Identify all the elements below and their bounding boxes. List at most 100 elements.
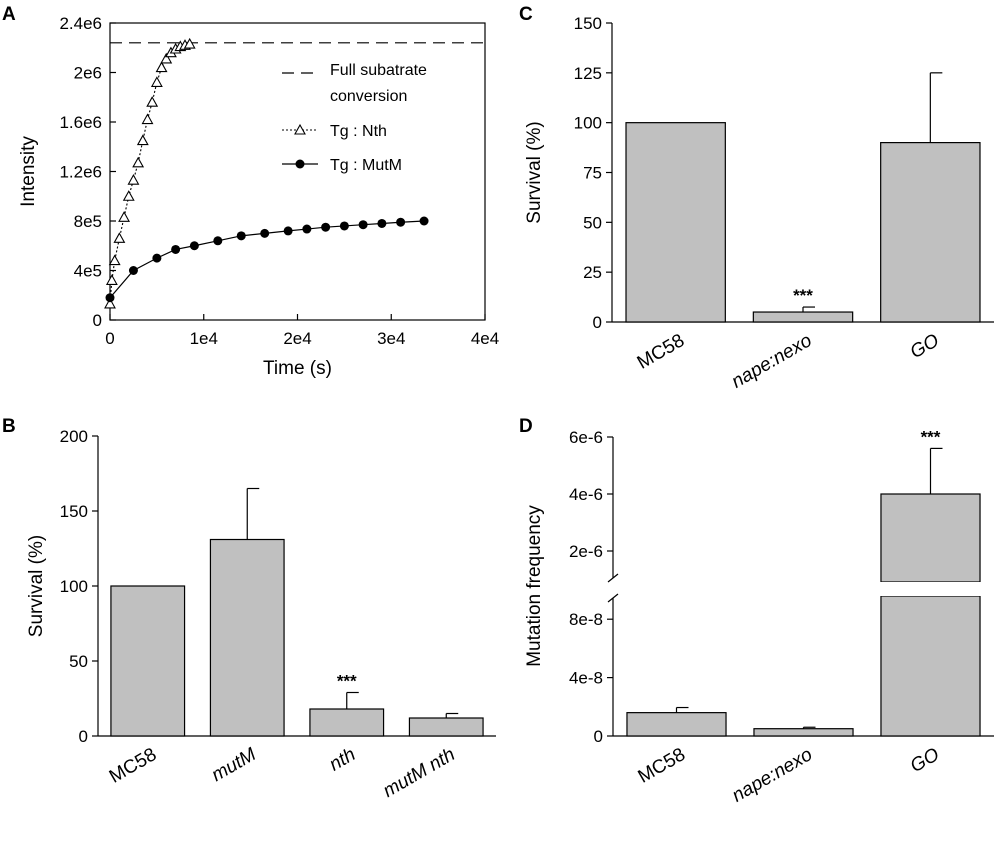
data-point-tg-nth <box>122 190 135 201</box>
data-point-tg-mutm <box>283 226 293 236</box>
data-point-tg-nth <box>183 37 196 49</box>
legend-swatch-tg-mutm-marker <box>295 159 305 169</box>
x-tick-label: 1e4 <box>190 329 218 348</box>
bar-mutm <box>209 538 285 737</box>
data-point-tg-mutm <box>128 266 138 275</box>
data-point-tg-nth <box>136 134 149 146</box>
y-tick-label: 150 <box>574 14 602 33</box>
y-tick-label: 50 <box>69 652 88 671</box>
category-label-mc58: MC58 <box>106 744 160 788</box>
panel-letter-c: C <box>519 4 533 25</box>
data-point-tg-mutm <box>105 293 115 303</box>
data-point-tg-nth <box>127 174 140 185</box>
data-point-tg-nth <box>105 274 118 285</box>
y-tick-label: 50 <box>583 213 602 232</box>
legend-label-tg-nth: Tg : Nth <box>330 123 387 140</box>
y-tick-label: 4e-8 <box>569 669 603 688</box>
y-axis-label: Intensity <box>18 136 39 207</box>
y-tick-label: 8e-8 <box>569 610 603 629</box>
bar-nape-nexo <box>752 311 854 323</box>
y-tick-label: 0 <box>79 727 88 746</box>
data-point-tg-nth <box>155 61 168 73</box>
data-point-tg-nth <box>104 297 116 309</box>
data-point-tg-mutm <box>419 216 429 226</box>
y-axis-label: Mutation frequency <box>524 505 545 667</box>
y-tick-label: 125 <box>574 64 602 83</box>
bar-mc58 <box>625 122 726 323</box>
y-axis-label: Survival (%) <box>524 121 545 223</box>
y-tick-label: 0 <box>593 313 602 332</box>
x-tick-label: 0 <box>105 329 114 348</box>
y-tick-label: 0 <box>93 311 102 330</box>
data-point-tg-nth <box>118 211 130 222</box>
panel-d-chart: 0 4e-8 8e-8 2e-6 4e-6 6e-6 MC58 nape:nexo *** GO M… <box>524 427 994 807</box>
axis-break-mark-bottom <box>607 593 619 603</box>
data-point-tg-nth <box>108 254 121 266</box>
bar-go-lower <box>880 595 981 737</box>
y-tick-label: 2e-6 <box>569 542 603 561</box>
y-tick-label: 75 <box>583 164 602 183</box>
x-tick-label: 4e4 <box>471 329 499 348</box>
data-point-tg-mutm <box>213 236 223 246</box>
x-axis-label: Time (s) <box>263 358 332 379</box>
data-point-tg-mutm <box>377 218 387 228</box>
data-point-tg-nth <box>146 96 159 107</box>
x-tick-label: 3e4 <box>377 329 405 348</box>
legend-label-full-conversion: Full subatrate <box>330 62 427 79</box>
y-tick-label: 150 <box>60 502 88 521</box>
significance-label: *** <box>793 286 813 305</box>
y-tick-label: 0 <box>594 727 603 746</box>
y-tick-label: 2e6 <box>74 64 102 83</box>
panel-letter-a: A <box>2 4 16 25</box>
bar-nape-nexo <box>753 728 854 737</box>
panel-c-chart: 0 25 50 75 100 125 150 MC58 *** nape:nexo GO Surviv… <box>524 14 994 393</box>
legend-label-full-conversion-2: conversion <box>330 88 407 105</box>
category-label-mutm: mutM <box>208 744 260 786</box>
y-axis-label: Survival (%) <box>26 535 47 637</box>
y-tick-label: 100 <box>60 577 88 596</box>
y-tick-label: 100 <box>574 114 602 133</box>
plot-frame <box>109 22 486 321</box>
data-point-tg-mutm <box>339 221 349 231</box>
y-tick-label: 2.4e6 <box>59 14 102 33</box>
category-label-nth: nth <box>326 744 359 775</box>
data-point-tg-mutm <box>152 253 162 263</box>
data-point-tg-mutm <box>302 224 312 234</box>
bar-go-upper <box>880 493 981 583</box>
significance-label: *** <box>337 672 357 691</box>
y-tick-label: 4e-6 <box>569 485 603 504</box>
series-line-tg-nth <box>109 43 190 304</box>
y-tick-label: 6e-6 <box>569 428 603 447</box>
data-point-tg-nth <box>160 52 173 64</box>
y-tick-label: 8e5 <box>74 212 102 231</box>
data-point-tg-mutm <box>358 220 368 230</box>
bar-mc58 <box>626 712 727 737</box>
category-label-mc58: MC58 <box>635 744 689 788</box>
panel-a-chart: 0 4e5 8e5 1.2e6 1.6e6 2e6 2.4e6 0 1e4 2e4 3e4 4e4 Ti… <box>18 14 499 379</box>
series-line-tg-mutm <box>109 220 425 299</box>
y-tick-label: 1.2e6 <box>59 163 102 182</box>
category-label-go: GO <box>907 330 943 363</box>
data-point-tg-mutm <box>189 241 199 251</box>
bar-break-gap <box>878 582 985 596</box>
bar-nth <box>309 708 385 737</box>
panel-b-chart: 0 50 100 150 200 MC58 mutM *** nth mutM nth Surviv… <box>26 427 496 802</box>
data-point-tg-nth <box>150 76 163 87</box>
bar-go <box>880 142 981 323</box>
y-tick-label: 1.6e6 <box>59 113 102 132</box>
bar-mc58 <box>110 585 186 737</box>
data-point-tg-mutm <box>321 222 331 232</box>
y-tick-label: 4e5 <box>74 262 102 281</box>
bar-mutm-nth <box>408 717 484 737</box>
category-label-nape-nexo: nape:nexo <box>728 330 815 393</box>
panel-letter-b: B <box>2 416 16 437</box>
x-tick-label: 2e4 <box>283 329 311 348</box>
data-point-tg-mutm <box>396 217 406 227</box>
y-tick-label: 25 <box>583 263 602 282</box>
category-label-mutm-nth: mutM nth <box>380 744 459 802</box>
data-point-tg-mutm <box>236 231 246 241</box>
category-label-go: GO <box>907 744 943 777</box>
data-point-tg-mutm <box>171 244 181 254</box>
axis-break-mark-top <box>607 573 619 583</box>
